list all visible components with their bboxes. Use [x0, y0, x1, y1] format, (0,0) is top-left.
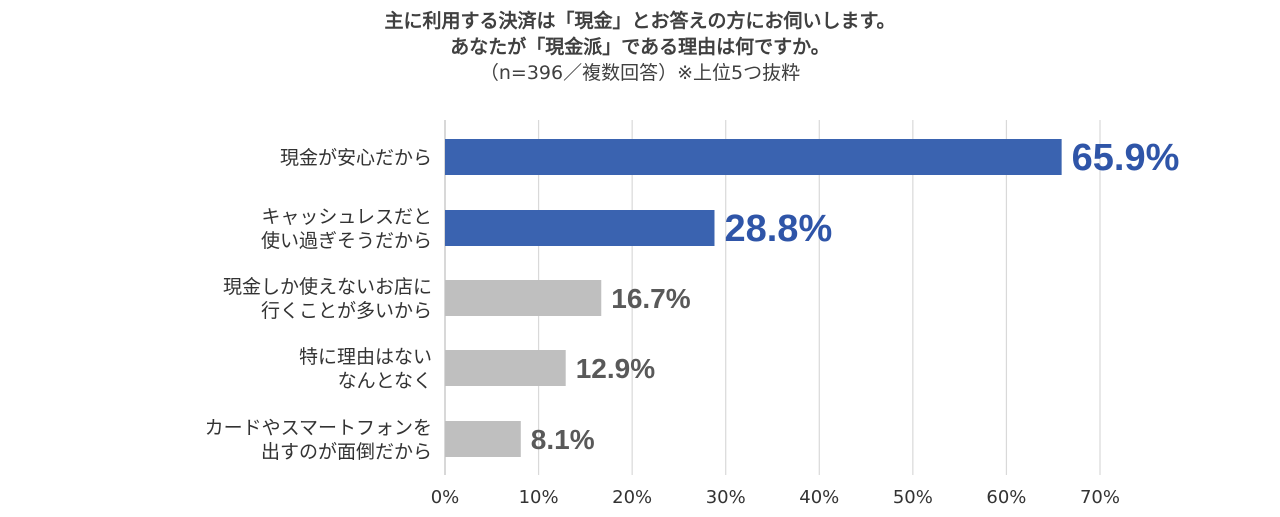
x-tick-label: 60%: [986, 487, 1026, 508]
bar: [445, 210, 715, 246]
value-label: 65.9%: [1072, 137, 1180, 179]
bar: [445, 421, 521, 457]
bar: [445, 280, 602, 316]
category-label: 特に理由はないなんとなく: [299, 346, 432, 392]
value-label: 16.7%: [611, 283, 690, 314]
chart-title: 主に利用する決済は「現金」とお答えの方にお伺いします。: [384, 10, 896, 32]
bar: [445, 139, 1062, 175]
x-tick-label: 10%: [519, 487, 559, 508]
category-labels: 現金が安心だからキャッシュレスだと使い過ぎそうだから現金しか使えないお店に行くこ…: [205, 147, 432, 463]
category-label: キャッシュレスだと使い過ぎそうだから: [261, 206, 432, 252]
x-tick-label: 40%: [799, 487, 839, 508]
bar: [445, 350, 566, 386]
x-tick-label: 70%: [1080, 487, 1120, 508]
category-label: カードやスマートフォンを出すのが面倒だから: [205, 417, 432, 463]
chart-subtitle: （n=396／複数回答）※上位5つ抜粋: [479, 62, 801, 84]
value-label: 8.1%: [531, 424, 595, 455]
x-tick-label: 0%: [431, 487, 460, 508]
value-label: 28.8%: [724, 208, 832, 250]
x-axis-ticks: 0% 10% 20% 30% 40% 50% 60% 70%: [431, 487, 1120, 508]
chart-title-block: 主に利用する決済は「現金」とお答えの方にお伺いします。 あなたが「現金派」である…: [0, 8, 1280, 86]
category-label: 現金が安心だから: [280, 147, 432, 169]
value-labels: 65.9% 28.8% 16.7% 12.9% 8.1%: [531, 137, 1180, 455]
bars: [445, 139, 1062, 457]
category-label: 現金しか使えないお店に行くことが多いから: [223, 276, 432, 322]
x-tick-label: 20%: [612, 487, 652, 508]
x-tick-label: 50%: [893, 487, 933, 508]
value-label: 12.9%: [576, 353, 655, 384]
chart-title-line2: あなたが「現金派」である理由は何ですか。: [450, 36, 830, 58]
x-tick-label: 30%: [706, 487, 746, 508]
